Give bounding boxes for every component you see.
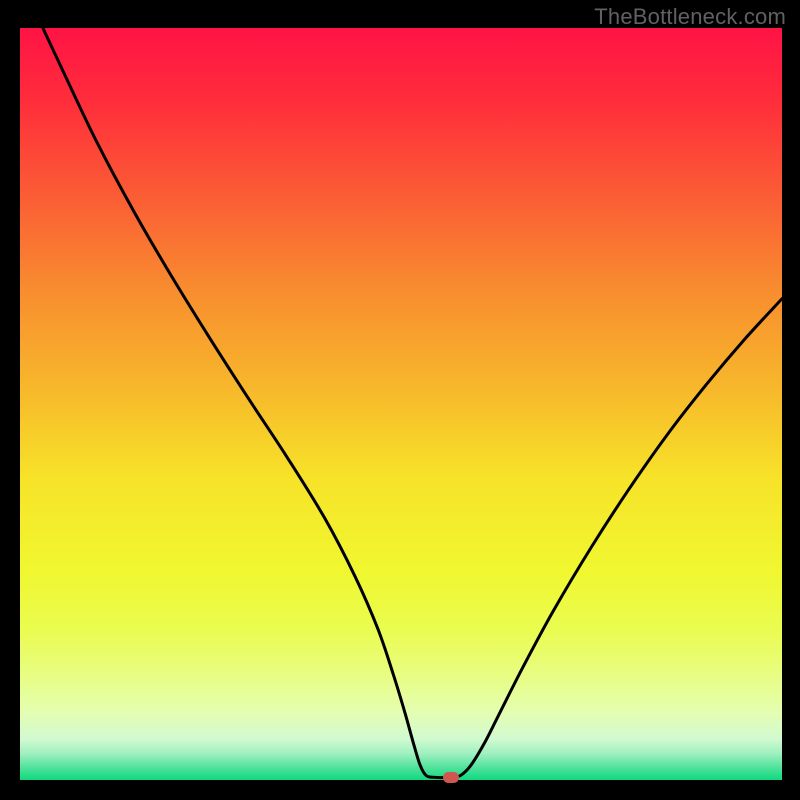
plot-area: [20, 28, 782, 780]
gradient-line-chart: [20, 28, 782, 780]
chart-canvas: TheBottleneck.com: [0, 0, 800, 800]
gradient-background: [20, 28, 782, 780]
watermark-text: TheBottleneck.com: [594, 4, 786, 30]
optimum-marker: [443, 772, 459, 783]
